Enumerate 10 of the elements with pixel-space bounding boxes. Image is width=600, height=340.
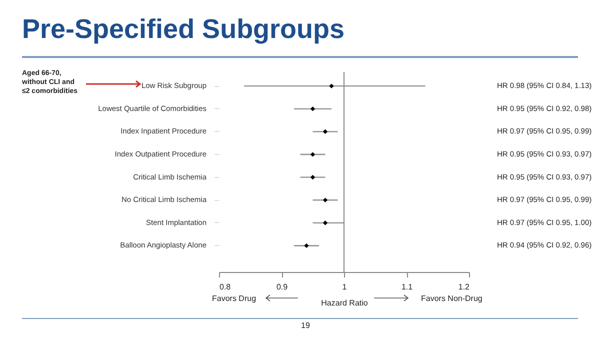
text: Favors Drug [212, 294, 256, 303]
text: Favors Non-Drug [421, 294, 482, 303]
x-tick-label: 0.8 [220, 282, 232, 292]
x-tick-label: 1.1 [401, 282, 414, 292]
text: 19 [301, 321, 310, 330]
x-tick-label: 1.2 [458, 282, 470, 292]
x-tick-label: 0.9 [276, 282, 288, 292]
chart-title: Pre-Specified Subgroups [22, 14, 345, 45]
x-axis-title: Hazard Ratio [321, 298, 368, 308]
x-tick-label: 1 [342, 282, 348, 292]
